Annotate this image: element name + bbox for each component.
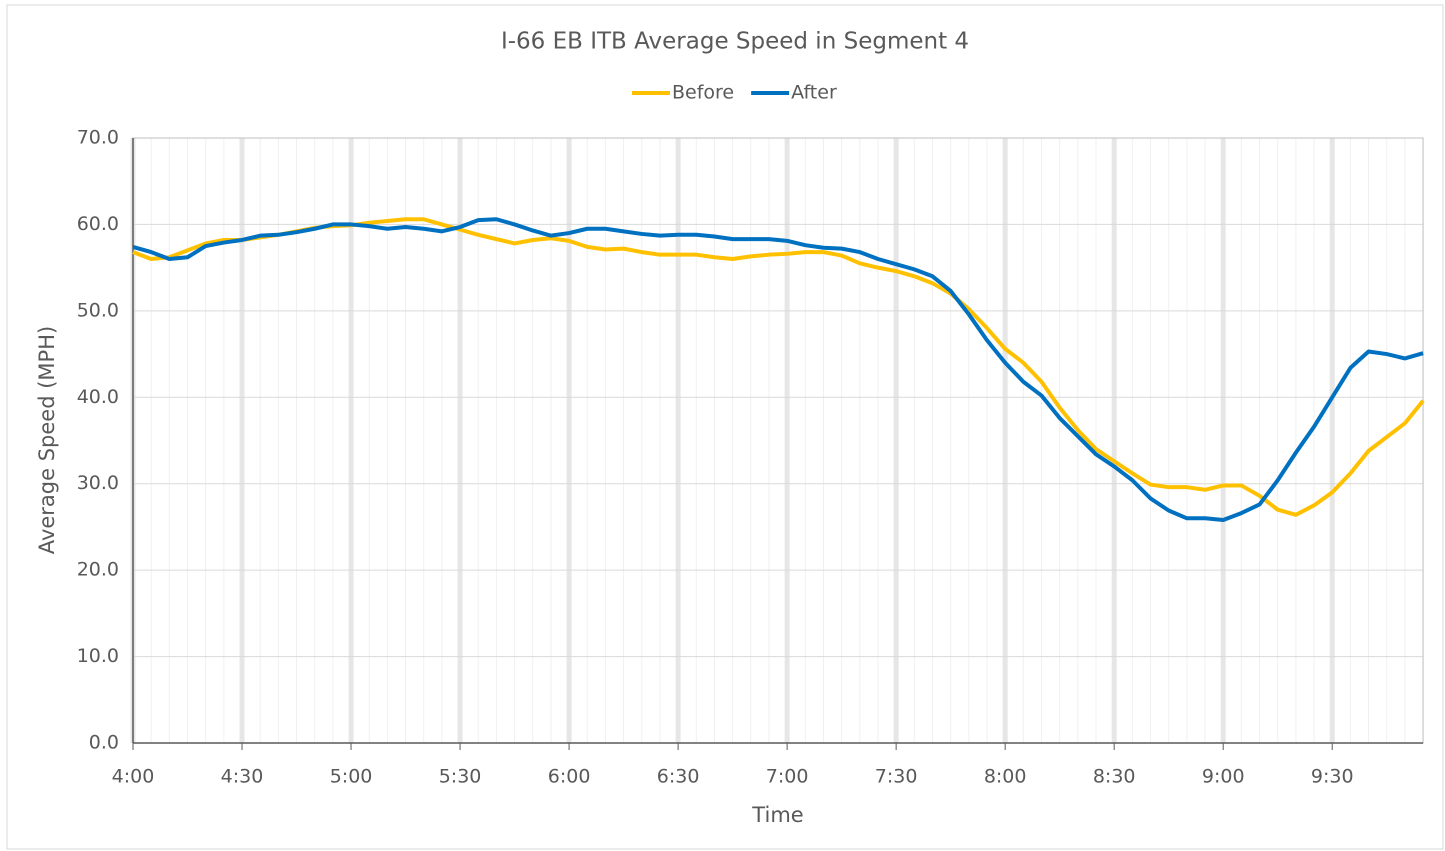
y-tick-label: 40.0 bbox=[77, 386, 119, 408]
series-line bbox=[132, 217, 1424, 523]
x-tick-label: 5:30 bbox=[439, 766, 482, 788]
x-tick-label: 7:30 bbox=[875, 766, 918, 788]
y-tick-label: 60.0 bbox=[77, 213, 119, 235]
y-tick-label: 50.0 bbox=[77, 299, 119, 321]
x-tick-label: 7:00 bbox=[766, 766, 809, 788]
x-tick-label: 6:30 bbox=[657, 766, 700, 788]
chart-frame bbox=[6, 4, 1444, 850]
y-tick-label: 0.0 bbox=[89, 732, 119, 754]
y-tick-label: 10.0 bbox=[77, 645, 119, 667]
chart-title: I-66 EB ITB Average Speed in Segment 4 bbox=[501, 29, 969, 55]
y-tick-label: 30.0 bbox=[77, 472, 119, 494]
x-tick-label: 9:00 bbox=[1202, 766, 1245, 788]
y-tick-label: 20.0 bbox=[77, 559, 119, 581]
x-tick-label: 6:00 bbox=[548, 766, 591, 788]
x-tick-label: 4:30 bbox=[221, 766, 264, 788]
legend-label: After bbox=[791, 82, 837, 104]
x-axis-label: Time bbox=[751, 803, 803, 827]
x-tick-label: 8:30 bbox=[1093, 766, 1136, 788]
y-tick-label: 70.0 bbox=[77, 127, 119, 149]
legend-label: Before bbox=[672, 82, 734, 104]
x-tick-label: 9:30 bbox=[1311, 766, 1354, 788]
y-axis-label: Average Speed (MPH) bbox=[35, 326, 59, 554]
x-tick-label: 4:00 bbox=[112, 766, 155, 788]
x-tick-label: 8:00 bbox=[984, 766, 1027, 788]
x-tick-label: 5:00 bbox=[330, 766, 373, 788]
